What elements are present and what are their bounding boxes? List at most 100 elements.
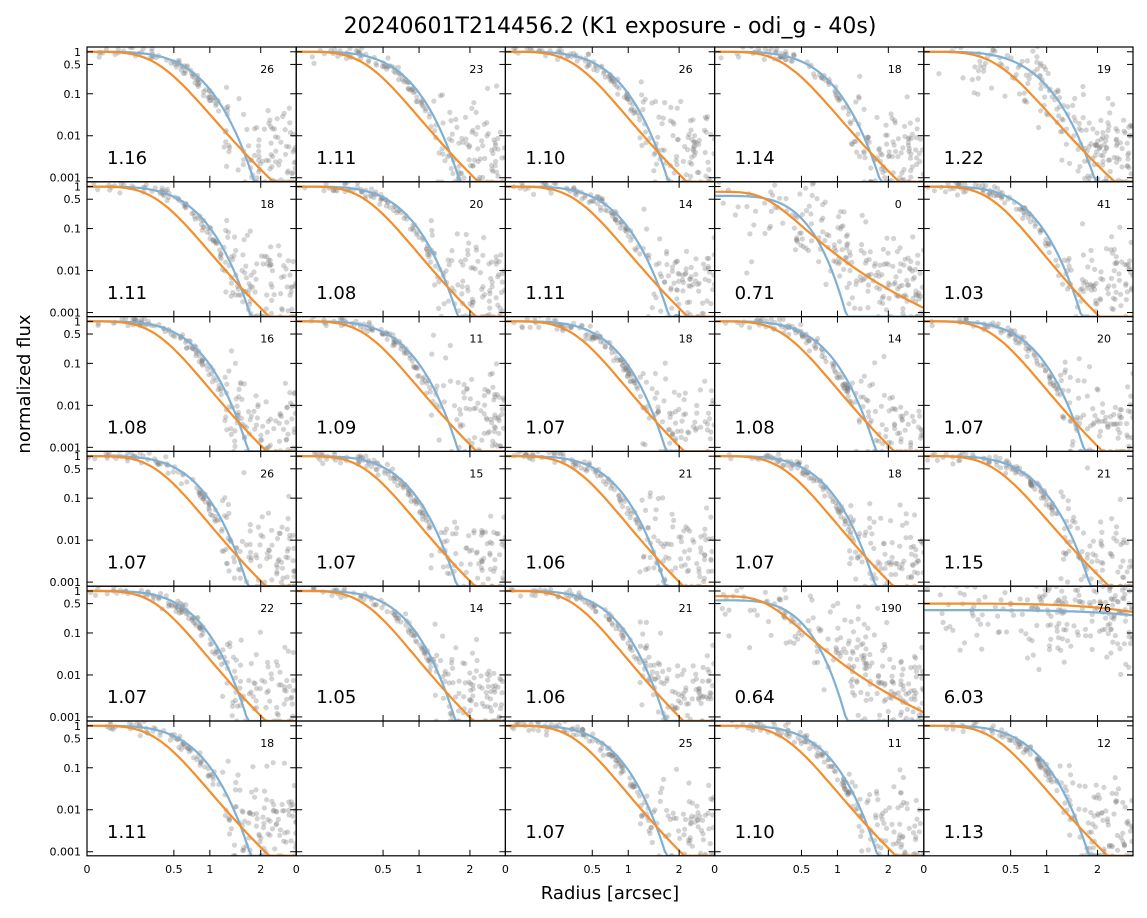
data-point <box>274 571 280 577</box>
data-point <box>680 279 687 286</box>
data-point <box>1104 133 1110 140</box>
data-point <box>229 713 235 719</box>
data-point <box>281 687 288 693</box>
data-point <box>1070 102 1076 109</box>
data-point <box>267 554 273 560</box>
data-point <box>1117 407 1123 413</box>
data-point <box>1038 495 1044 501</box>
data-point <box>613 217 619 223</box>
data-point <box>835 375 841 381</box>
data-point <box>1124 569 1130 575</box>
data-point <box>862 660 868 667</box>
data-point <box>642 507 649 513</box>
data-point <box>226 368 232 374</box>
data-point <box>669 688 675 695</box>
data-point <box>986 459 992 465</box>
data-point <box>278 139 284 145</box>
data-point <box>182 68 188 74</box>
data-point <box>654 670 660 676</box>
data-point <box>1080 288 1086 295</box>
data-point <box>1126 266 1132 272</box>
scatter-points <box>924 586 1133 678</box>
data-point <box>888 518 894 524</box>
data-point <box>243 542 249 548</box>
data-point <box>487 552 493 558</box>
data-point <box>209 649 215 655</box>
data-point <box>218 392 224 398</box>
data-point <box>795 636 801 642</box>
data-point <box>776 597 782 603</box>
data-point <box>995 613 1001 619</box>
data-point <box>1047 586 1053 591</box>
data-point <box>832 368 838 374</box>
data-point <box>699 694 705 700</box>
data-point <box>1075 587 1081 594</box>
data-point <box>1109 516 1115 522</box>
data-point <box>644 226 650 232</box>
data-point <box>224 641 230 648</box>
data-point <box>200 224 206 230</box>
data-point <box>956 458 962 464</box>
data-point <box>353 48 359 54</box>
data-point <box>693 140 700 146</box>
data-point <box>1059 413 1065 420</box>
data-point <box>884 235 890 241</box>
data-point <box>910 234 916 240</box>
data-point <box>493 258 499 264</box>
data-point <box>858 689 864 695</box>
data-point <box>478 408 484 414</box>
data-point <box>856 94 862 100</box>
data-point <box>433 718 439 722</box>
data-point <box>196 79 202 86</box>
data-point <box>1126 150 1132 156</box>
data-point <box>200 631 206 637</box>
data-point <box>459 291 465 297</box>
data-point <box>480 252 486 258</box>
data-point <box>683 685 689 691</box>
data-point <box>937 592 943 598</box>
data-point <box>594 68 600 74</box>
data-point <box>877 150 884 156</box>
data-point <box>470 265 476 271</box>
data-point <box>631 110 637 116</box>
data-point <box>582 194 588 200</box>
data-point <box>311 586 317 591</box>
data-point <box>221 144 227 150</box>
data-point <box>457 170 464 176</box>
data-point <box>660 115 666 121</box>
data-point <box>632 517 639 523</box>
data-point <box>223 227 229 233</box>
data-point <box>277 158 283 164</box>
data-point <box>833 504 839 510</box>
data-point <box>1058 129 1064 135</box>
data-point <box>871 519 877 525</box>
data-point <box>360 326 366 332</box>
data-point <box>146 451 152 456</box>
data-point <box>1071 114 1077 120</box>
data-point <box>867 501 873 507</box>
data-point <box>119 316 125 322</box>
data-point <box>881 392 888 398</box>
data-point <box>909 131 915 137</box>
data-point <box>268 124 274 130</box>
data-point <box>875 605 881 611</box>
data-point <box>1098 136 1104 142</box>
data-point <box>256 148 262 154</box>
data-point <box>651 662 657 668</box>
data-point <box>473 244 479 250</box>
data-point <box>1089 559 1095 565</box>
data-point <box>640 441 646 447</box>
data-point <box>833 259 839 265</box>
data-point <box>274 116 280 122</box>
data-point <box>535 451 541 455</box>
data-point <box>267 257 273 263</box>
data-point <box>706 678 712 684</box>
star-count: 20 <box>1097 333 1111 346</box>
data-point <box>886 559 892 565</box>
data-point <box>242 270 248 276</box>
data-point <box>196 489 202 495</box>
data-point <box>1090 551 1096 557</box>
data-point <box>465 252 471 258</box>
data-point <box>678 534 684 540</box>
